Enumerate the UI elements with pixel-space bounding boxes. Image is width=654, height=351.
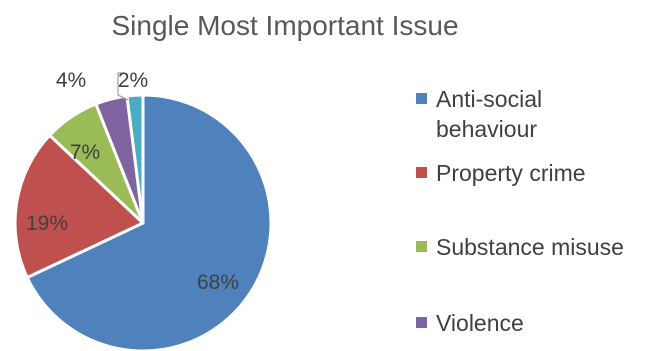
data-label-anti-social-behaviour: 68% xyxy=(197,271,239,294)
legend-label-violence: Violence xyxy=(436,310,524,336)
legend-swatch-anti-social-behaviour xyxy=(416,93,427,104)
legend-label-property-crime: Property crime xyxy=(436,160,586,186)
legend: Anti-social behaviour Property crime Substa… xyxy=(416,86,624,336)
legend-label-anti-social-behaviour: behaviour xyxy=(436,116,537,142)
legend-item-anti-social-behaviour: Anti-social behaviour xyxy=(416,86,542,142)
legend-item-substance-misuse: Substance misuse xyxy=(416,234,624,260)
legend-label-anti-social-behaviour: Anti-social xyxy=(436,86,542,112)
data-label-violence: 4% xyxy=(56,69,86,92)
legend-swatch-property-crime xyxy=(416,167,427,178)
legend-swatch-violence xyxy=(416,317,427,328)
legend-swatch-substance-misuse xyxy=(416,241,427,252)
legend-item-violence: Violence xyxy=(416,310,524,336)
legend-label-substance-misuse: Substance misuse xyxy=(436,234,624,260)
data-label-property-crime: 19% xyxy=(26,212,68,235)
chart-title: Single Most Important Issue xyxy=(111,10,458,41)
data-label-substance-misuse: 7% xyxy=(70,141,100,164)
legend-item-property-crime: Property crime xyxy=(416,160,586,186)
data-label-other: 2% xyxy=(118,69,148,92)
